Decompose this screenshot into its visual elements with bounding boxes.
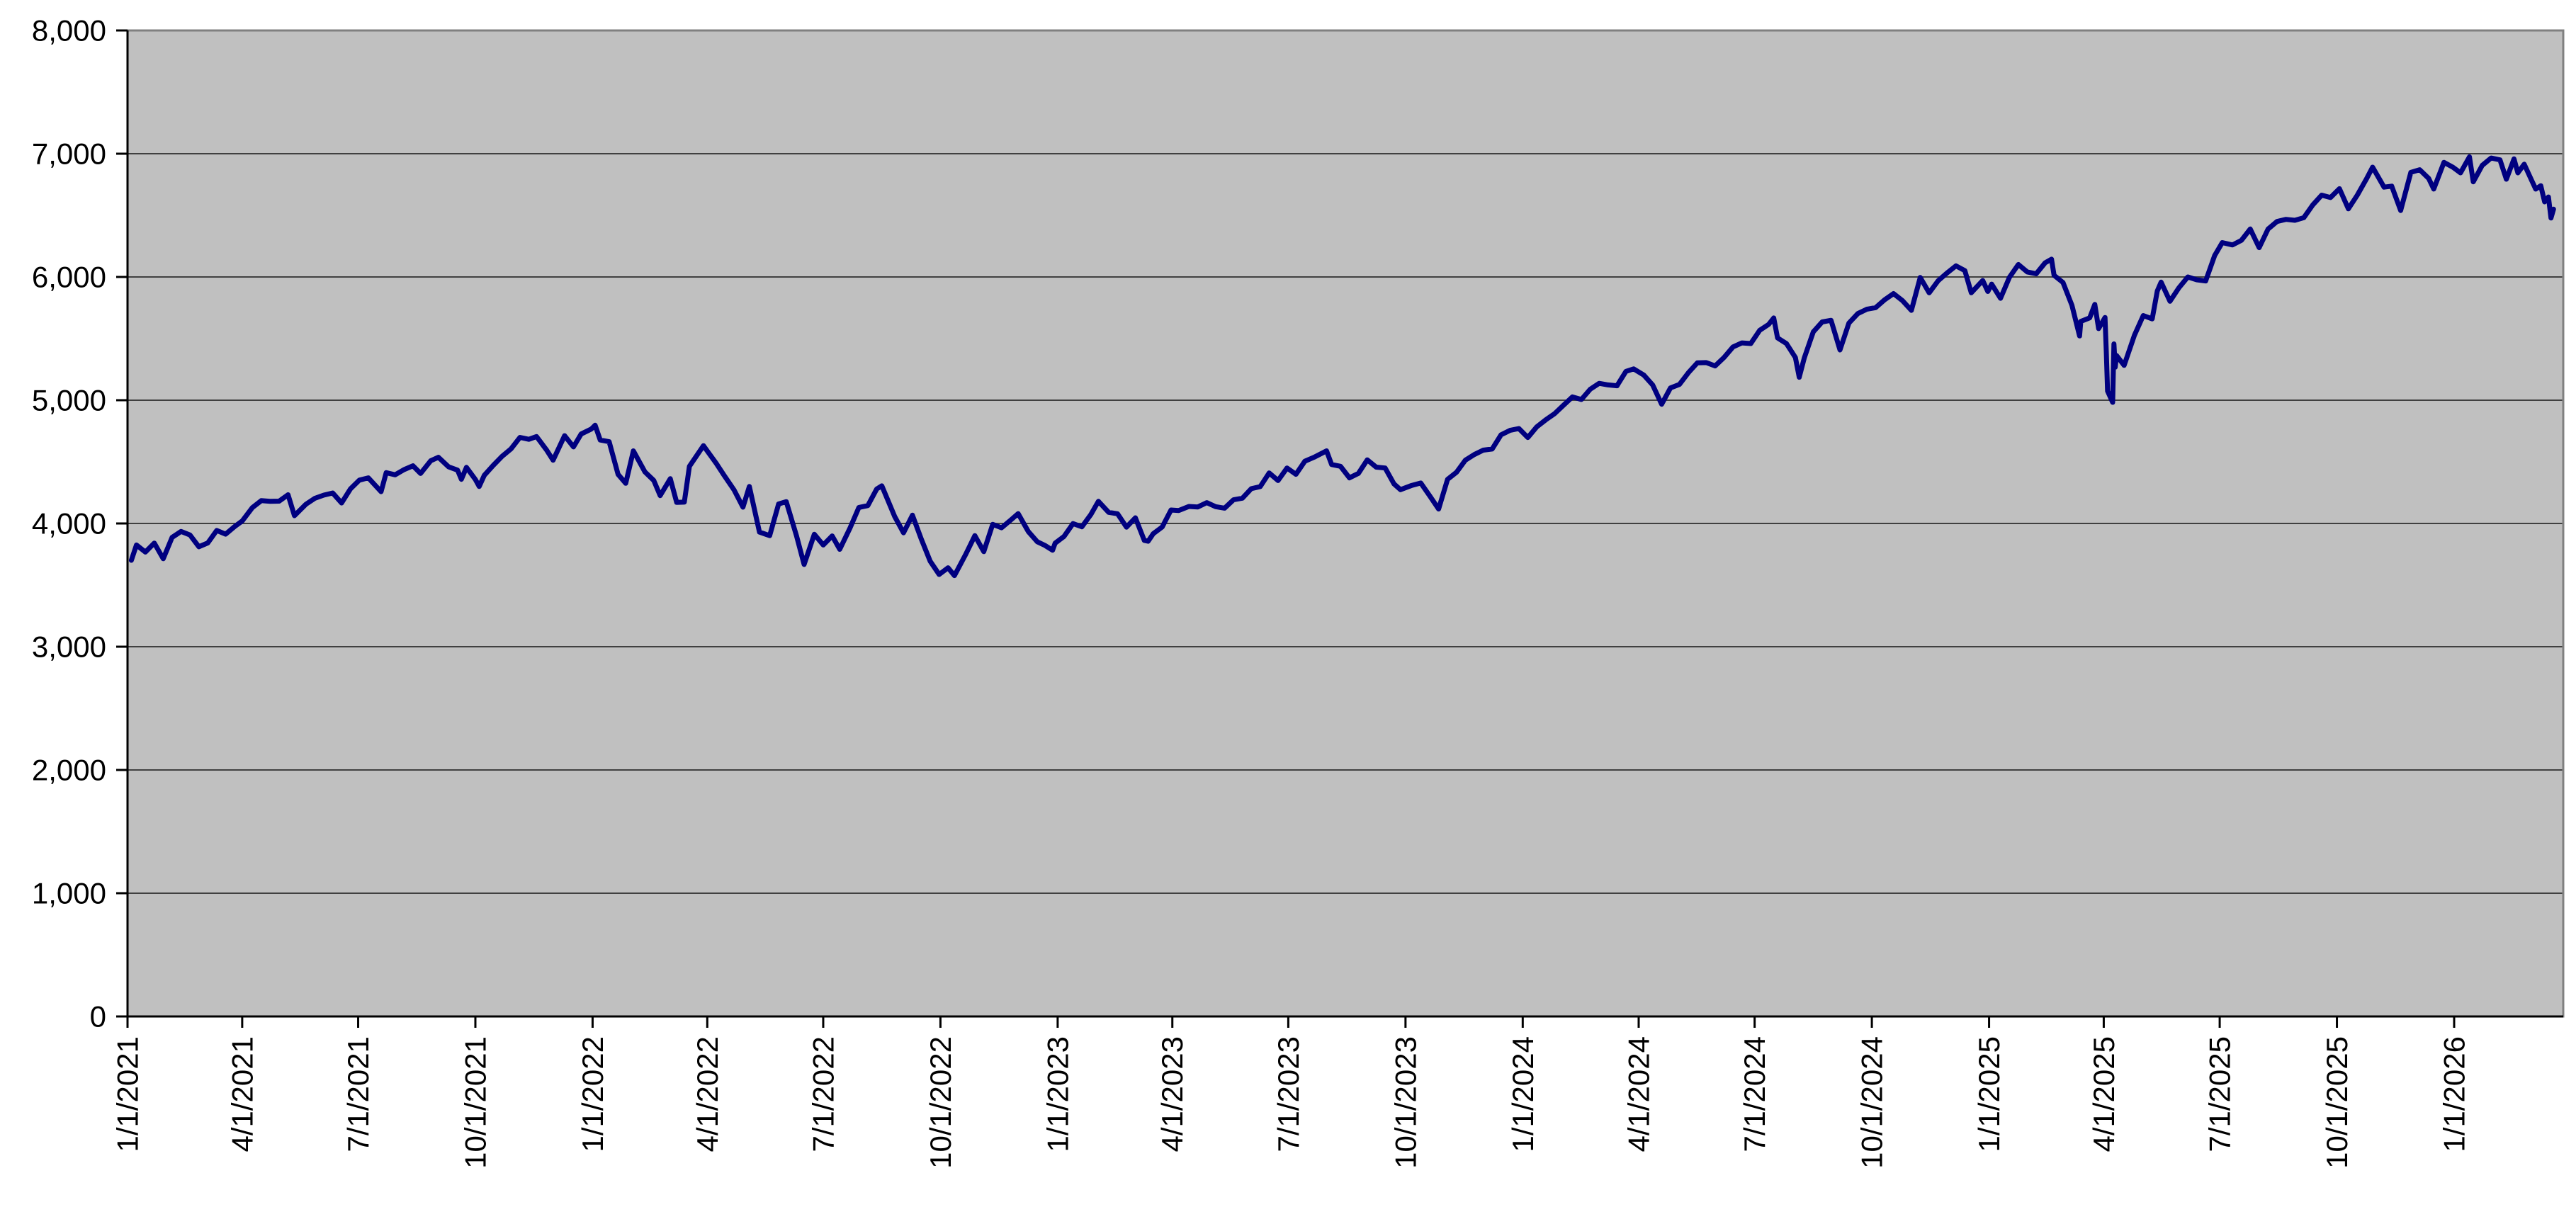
gridlines bbox=[128, 153, 2563, 894]
y-tick-label: 1,000 bbox=[32, 877, 106, 910]
x-tick-label: 4/1/2023 bbox=[1156, 1036, 1189, 1152]
y-axis-tick-labels: 0 1,000 2,000 3,000 4,000 5,000 6,000 7,000 8,00… bbox=[32, 14, 106, 1033]
x-tick-label: 1/1/2023 bbox=[1041, 1036, 1074, 1152]
y-tick-label: 2,000 bbox=[32, 754, 106, 787]
x-tick-label: 10/1/2025 bbox=[2320, 1036, 2354, 1169]
x-tick-label: 1/1/2021 bbox=[111, 1036, 145, 1152]
y-tick-label: 3,000 bbox=[32, 630, 106, 664]
x-tick-label: 7/1/2023 bbox=[1272, 1036, 1305, 1152]
y-tick-label: 4,000 bbox=[32, 507, 106, 540]
x-tick-label: 10/1/2021 bbox=[458, 1036, 492, 1169]
x-tick-label: 7/1/2025 bbox=[2203, 1036, 2237, 1152]
y-tick-label: 5,000 bbox=[32, 384, 106, 417]
x-tick-label: 7/1/2022 bbox=[806, 1036, 840, 1152]
x-tick-label: 4/1/2021 bbox=[225, 1036, 259, 1152]
y-tick-label: 6,000 bbox=[32, 261, 106, 294]
x-tick-label: 1/1/2024 bbox=[1506, 1036, 1540, 1152]
x-tick-label: 1/1/2022 bbox=[576, 1036, 609, 1152]
y-axis-ticks bbox=[116, 29, 128, 1018]
x-axis-ticks bbox=[126, 1016, 2456, 1028]
x-tick-label: 10/1/2022 bbox=[924, 1036, 957, 1169]
x-tick-label: 7/1/2021 bbox=[341, 1036, 375, 1152]
x-tick-label: 4/1/2024 bbox=[1622, 1036, 1655, 1152]
x-tick-label: 10/1/2023 bbox=[1389, 1036, 1422, 1169]
y-tick-label: 0 bbox=[90, 1000, 106, 1033]
data-series bbox=[128, 154, 2556, 579]
x-axis-tick-labels: 1/1/2021 4/1/2021 7/1/2021 10/1/2021 1/1/202… bbox=[111, 1036, 2471, 1169]
x-tick-label: 4/1/2022 bbox=[691, 1036, 724, 1152]
x-tick-label: 10/1/2024 bbox=[1855, 1036, 1889, 1169]
x-tick-label: 1/1/2026 bbox=[2438, 1036, 2471, 1152]
y-tick-label: 8,000 bbox=[32, 14, 106, 47]
x-tick-label: 1/1/2025 bbox=[1972, 1036, 2006, 1152]
x-tick-label: 7/1/2024 bbox=[1738, 1036, 1771, 1152]
x-tick-label: 4/1/2025 bbox=[2087, 1036, 2120, 1152]
index-price-line bbox=[128, 154, 2556, 579]
y-tick-label: 7,000 bbox=[32, 137, 106, 171]
